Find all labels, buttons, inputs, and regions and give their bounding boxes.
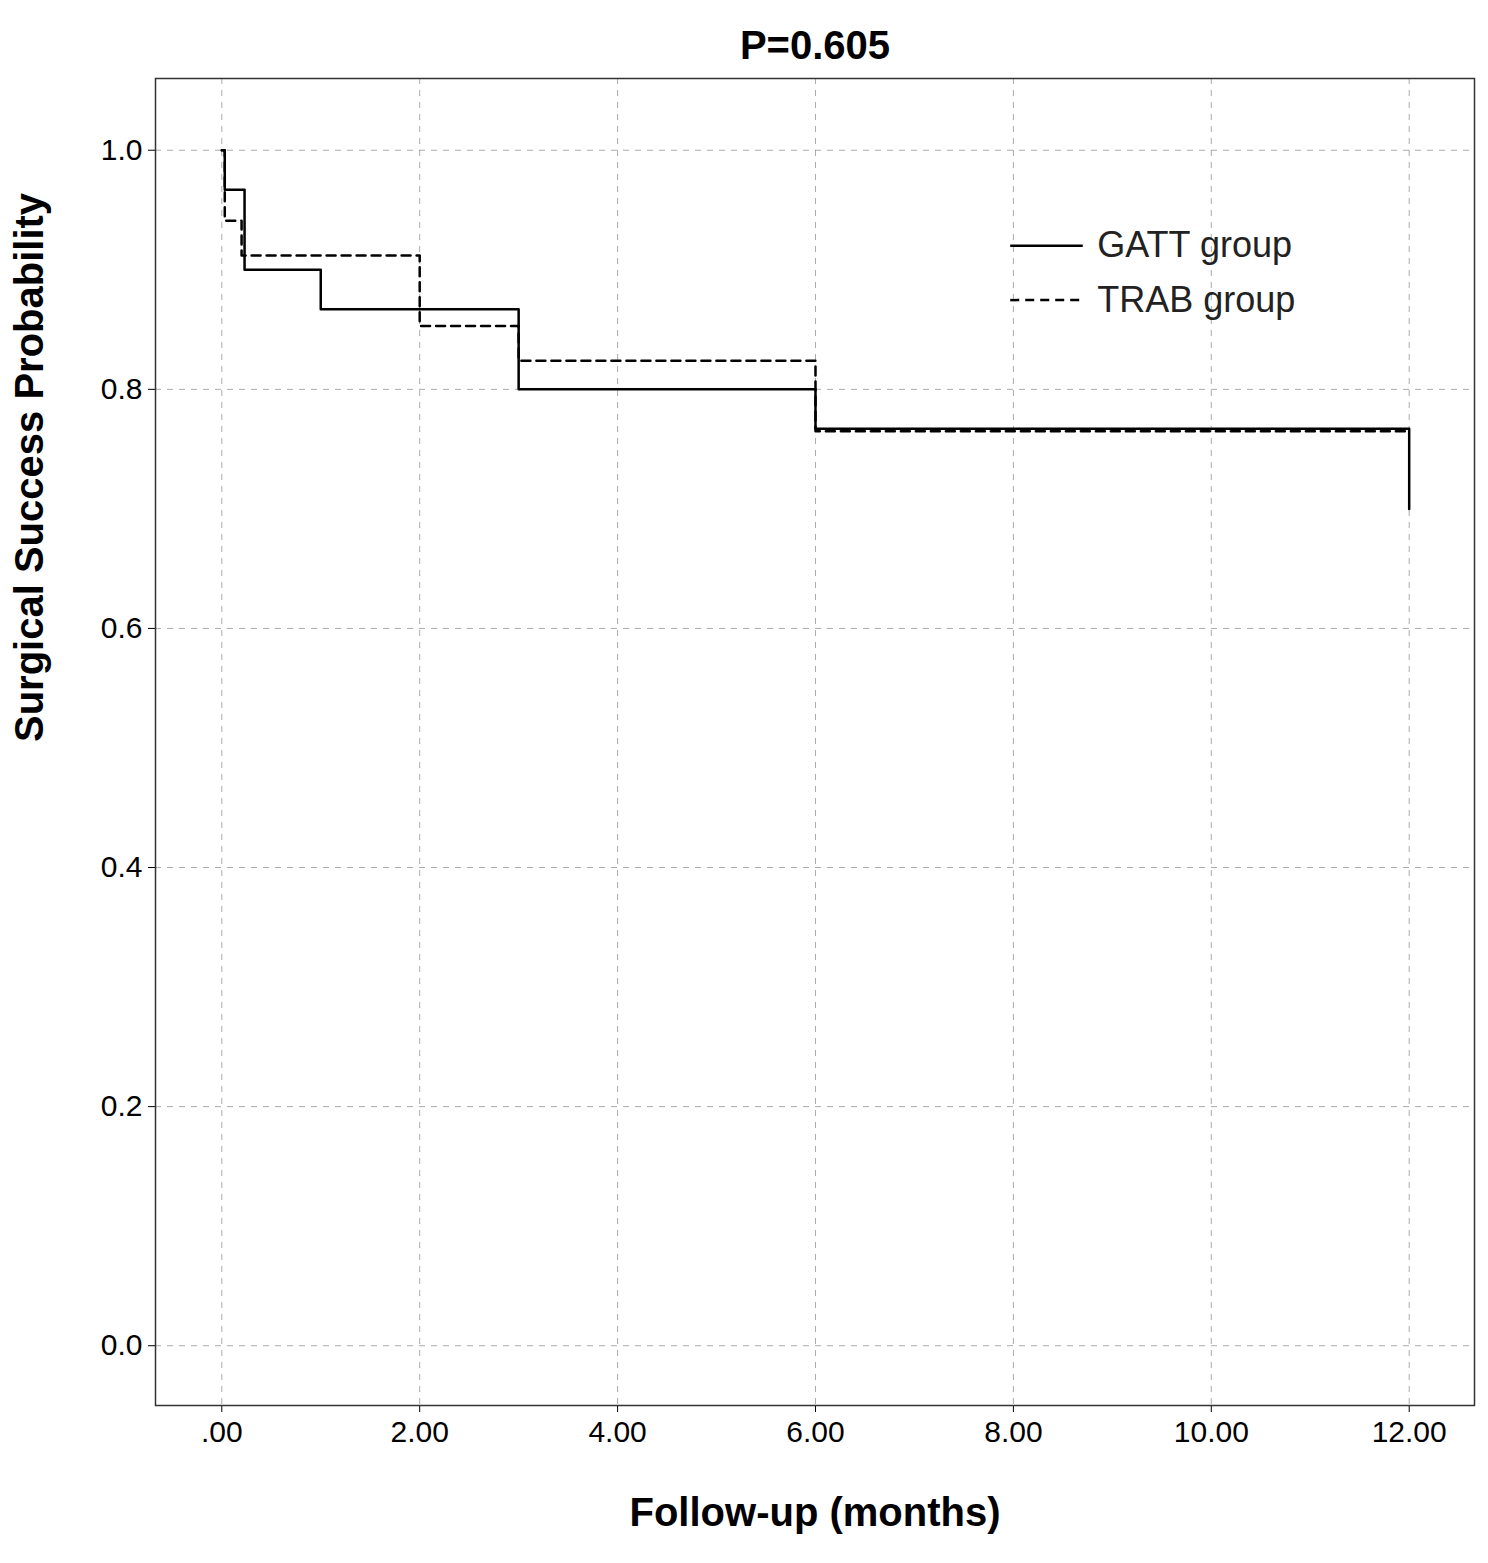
svg-text:P=0.605: P=0.605 (740, 23, 890, 67)
svg-text:0.8: 0.8 (101, 372, 143, 405)
svg-text:10.00: 10.00 (1174, 1415, 1249, 1448)
svg-text:4.00: 4.00 (588, 1415, 646, 1448)
svg-text:2.00: 2.00 (391, 1415, 449, 1448)
svg-text:0.2: 0.2 (101, 1089, 143, 1122)
svg-text:1.0: 1.0 (101, 133, 143, 166)
svg-text:Surgical Success Probability: Surgical Success Probability (7, 192, 51, 742)
svg-text:Follow-up (months): Follow-up (months) (629, 1490, 1000, 1534)
svg-text:.00: .00 (201, 1415, 243, 1448)
svg-text:0.6: 0.6 (101, 611, 143, 644)
svg-text:TRAB group: TRAB group (1097, 279, 1295, 320)
svg-text:8.00: 8.00 (984, 1415, 1042, 1448)
svg-text:GATT group: GATT group (1097, 224, 1292, 265)
svg-text:0.0: 0.0 (101, 1328, 143, 1361)
svg-text:0.4: 0.4 (101, 850, 143, 883)
svg-text:12.00: 12.00 (1372, 1415, 1447, 1448)
svg-text:6.00: 6.00 (786, 1415, 844, 1448)
